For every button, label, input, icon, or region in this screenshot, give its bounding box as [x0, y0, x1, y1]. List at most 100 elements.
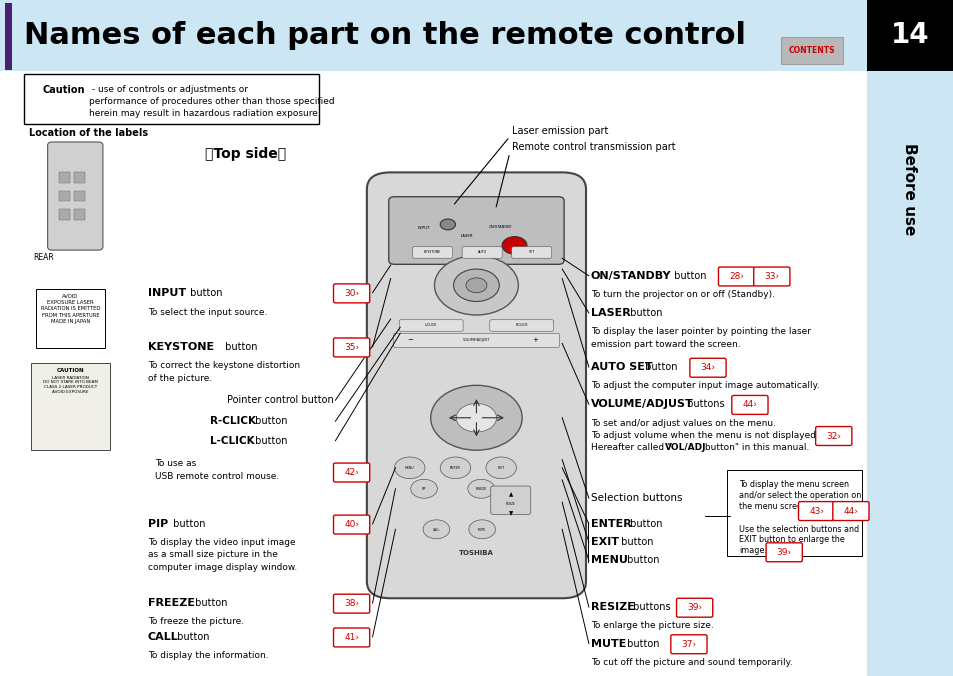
- Text: FREEZE: FREEZE: [476, 487, 486, 491]
- Text: To set and/or adjust values on the menu.: To set and/or adjust values on the menu.: [590, 418, 775, 428]
- FancyBboxPatch shape: [731, 395, 767, 414]
- FancyBboxPatch shape: [718, 267, 754, 286]
- Text: 33›: 33›: [763, 272, 779, 281]
- Bar: [59, 191, 70, 201]
- FancyBboxPatch shape: [753, 267, 789, 286]
- Text: To display the menu screen: To display the menu screen: [739, 480, 848, 489]
- Text: To freeze the picture.: To freeze the picture.: [148, 617, 244, 627]
- Text: Remote control transmission part: Remote control transmission part: [511, 142, 675, 152]
- FancyBboxPatch shape: [461, 247, 501, 258]
- Circle shape: [465, 278, 486, 293]
- Text: TOSHIBA: TOSHIBA: [458, 550, 494, 556]
- Text: To select the input source.: To select the input source.: [148, 308, 267, 318]
- FancyBboxPatch shape: [334, 463, 370, 482]
- Text: emission part toward the screen.: emission part toward the screen.: [590, 339, 740, 349]
- FancyBboxPatch shape: [676, 598, 712, 617]
- Text: ON/STANDBY: ON/STANDBY: [590, 271, 671, 281]
- Text: button: button: [193, 598, 228, 608]
- Text: button: button: [170, 519, 205, 529]
- Text: ▲: ▲: [508, 492, 513, 498]
- Text: KEYSTONE: KEYSTONE: [423, 251, 441, 254]
- Text: To display the information.: To display the information.: [148, 651, 268, 660]
- Text: 44›: 44›: [741, 400, 757, 410]
- Text: - use of controls or adjustments or
performance of procedures other than those s: - use of controls or adjustments or perf…: [89, 85, 334, 118]
- Text: To display the laser pointer by pointing the laser: To display the laser pointer by pointing…: [590, 327, 810, 337]
- Text: R-CLICK: R-CLICK: [210, 416, 255, 426]
- Text: MENU: MENU: [590, 556, 627, 565]
- Text: INPUT: INPUT: [148, 288, 186, 297]
- Text: L-CLICK: L-CLICK: [424, 324, 436, 327]
- FancyBboxPatch shape: [489, 320, 553, 331]
- Text: ENTER: ENTER: [450, 466, 460, 470]
- Circle shape: [439, 457, 470, 479]
- FancyBboxPatch shape: [367, 172, 585, 598]
- FancyBboxPatch shape: [334, 594, 370, 613]
- Bar: [781, 37, 842, 64]
- Text: VOL/ADJ: VOL/ADJ: [664, 443, 706, 452]
- Text: Before use: Before use: [902, 143, 917, 235]
- FancyBboxPatch shape: [334, 284, 370, 303]
- Text: MUTE: MUTE: [590, 639, 625, 648]
- Bar: [5, 3, 12, 70]
- Text: button: button: [626, 308, 661, 318]
- FancyBboxPatch shape: [24, 74, 319, 124]
- FancyBboxPatch shape: [670, 635, 706, 654]
- Text: CAUTION: CAUTION: [56, 368, 84, 373]
- Text: button" in this manual.: button" in this manual.: [701, 443, 809, 452]
- Text: button: button: [174, 632, 210, 642]
- Circle shape: [395, 457, 424, 479]
- Circle shape: [501, 237, 526, 254]
- Text: INPUT: INPUT: [417, 226, 430, 231]
- Text: To turn the projector on or off (Standby).: To turn the projector on or off (Standby…: [590, 290, 774, 299]
- FancyBboxPatch shape: [389, 197, 563, 264]
- FancyBboxPatch shape: [511, 247, 551, 258]
- Text: EXIT: EXIT: [497, 466, 504, 470]
- Text: 44›: 44›: [842, 506, 858, 516]
- Text: the menu screen.: the menu screen.: [739, 502, 809, 510]
- Text: 37›: 37›: [680, 639, 696, 649]
- Bar: [74, 209, 85, 220]
- Text: PIP: PIP: [421, 487, 426, 491]
- Text: button: button: [222, 342, 257, 352]
- Text: Location of the labels: Location of the labels: [29, 128, 148, 139]
- Text: 30›: 30›: [344, 289, 358, 298]
- Text: Names of each part on the remote control: Names of each part on the remote control: [24, 21, 745, 49]
- Text: To correct the keystone distortion: To correct the keystone distortion: [148, 361, 299, 370]
- Text: 43›: 43›: [808, 506, 823, 516]
- FancyBboxPatch shape: [726, 470, 862, 556]
- FancyBboxPatch shape: [412, 247, 452, 258]
- Text: 28›: 28›: [728, 272, 743, 281]
- FancyBboxPatch shape: [48, 142, 103, 250]
- Text: buttons: buttons: [629, 602, 670, 612]
- Text: Selection buttons: Selection buttons: [590, 493, 681, 503]
- Text: Hereafter called ": Hereafter called ": [590, 443, 670, 452]
- Text: 40›: 40›: [344, 520, 358, 529]
- Text: To adjust the computer input image automatically.: To adjust the computer input image autom…: [590, 381, 819, 391]
- Text: To cut off the picture and sound temporarily.: To cut off the picture and sound tempora…: [590, 658, 792, 667]
- Text: To adjust volume when the menu is not displayed.: To adjust volume when the menu is not di…: [590, 431, 818, 440]
- Text: EXIT button to enlarge the: EXIT button to enlarge the: [739, 535, 844, 544]
- Text: button: button: [252, 416, 287, 426]
- Bar: [31, 363, 110, 450]
- Text: To use as: To use as: [155, 458, 196, 468]
- Text: CALL: CALL: [433, 528, 439, 532]
- Text: CALL: CALL: [148, 632, 178, 642]
- Bar: [866, 0, 952, 71]
- Text: buttons: buttons: [683, 400, 724, 409]
- Circle shape: [453, 269, 498, 301]
- Text: button: button: [623, 639, 659, 648]
- Text: RESIZE: RESIZE: [505, 502, 515, 506]
- Text: SET: SET: [528, 251, 535, 254]
- Text: PIP: PIP: [148, 519, 168, 529]
- Text: LASER: LASER: [460, 234, 473, 238]
- Text: 『Top side』: 『Top side』: [205, 147, 286, 161]
- Bar: [0, 0, 866, 71]
- FancyBboxPatch shape: [490, 486, 530, 514]
- Text: 32›: 32›: [825, 431, 841, 441]
- Circle shape: [439, 219, 455, 230]
- Text: Laser emission part: Laser emission part: [511, 126, 607, 136]
- Text: computer image display window.: computer image display window.: [148, 562, 296, 572]
- Circle shape: [456, 404, 497, 432]
- Text: AUTO SET: AUTO SET: [590, 362, 652, 372]
- Bar: [866, 71, 952, 676]
